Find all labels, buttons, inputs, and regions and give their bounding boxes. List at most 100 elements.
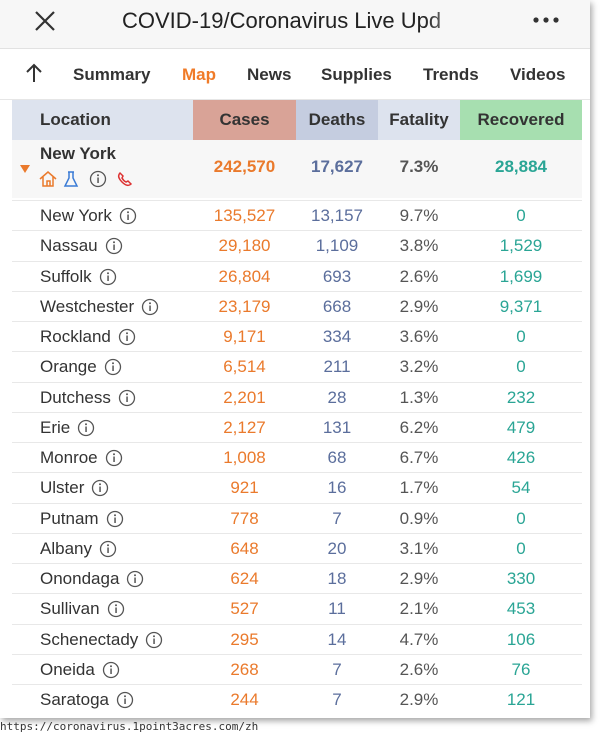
- county-name[interactable]: Schenectady: [40, 629, 139, 649]
- state-value: 242,570: [213, 157, 276, 176]
- info-icon[interactable]: [105, 237, 123, 255]
- county-value: 3.1%: [399, 538, 439, 558]
- county-value: 9.7%: [399, 206, 439, 225]
- county-value: 2.6%: [399, 659, 439, 679]
- row-separator: [12, 381, 582, 383]
- county-value: 28: [327, 387, 347, 407]
- back-top-button[interactable]: [24, 63, 44, 83]
- county-name[interactable]: Westchester: [40, 296, 135, 316]
- row-separator: [12, 351, 582, 353]
- county-value: 9,171: [223, 327, 266, 346]
- county-value: 668: [322, 296, 352, 316]
- info-icon[interactable]: [105, 449, 123, 467]
- county-name[interactable]: Dutchess: [40, 387, 111, 407]
- county-name[interactable]: New York: [40, 206, 112, 225]
- county-name[interactable]: Sullivan: [40, 599, 100, 619]
- tab[interactable]: News: [247, 65, 292, 84]
- county-value: 1,529: [499, 236, 543, 256]
- state-value: 7.3%: [399, 157, 439, 176]
- county-value: 2,127: [223, 417, 266, 437]
- county-value: 0: [516, 206, 526, 225]
- row-separator: [12, 563, 582, 564]
- county-value: 453: [506, 599, 536, 619]
- info-icon[interactable]: [99, 540, 117, 558]
- info-icon[interactable]: [77, 419, 95, 437]
- source-url: https://coronavirus.1point3acres.com/zh: [0, 720, 259, 733]
- county-name[interactable]: Oneida: [40, 659, 95, 679]
- county-value: 648: [230, 538, 259, 558]
- row-separator: [12, 442, 582, 443]
- tab[interactable]: Trends: [423, 65, 479, 84]
- tab[interactable]: Map: [182, 65, 216, 84]
- column-header: Recovered: [460, 100, 582, 140]
- info-icon[interactable]: [106, 510, 124, 528]
- county-value: 778: [230, 508, 259, 528]
- county-name[interactable]: Erie: [40, 417, 71, 437]
- county-value: 0.9%: [399, 508, 439, 528]
- row-separator: [12, 653, 582, 655]
- county-value: 211: [323, 357, 351, 377]
- county-name[interactable]: Suffolk: [40, 266, 92, 286]
- county-value: 1,699: [499, 266, 543, 286]
- county-value: 479: [506, 417, 536, 437]
- county-value: 2.1%: [399, 599, 439, 619]
- info-icon[interactable]: [104, 358, 122, 376]
- county-value: 131: [322, 417, 352, 437]
- info-icon[interactable]: [107, 600, 125, 618]
- column-header: Cases: [193, 100, 296, 140]
- info-icon[interactable]: [102, 661, 120, 679]
- county-value: 330: [506, 569, 536, 588]
- county-value: 14: [327, 629, 347, 649]
- row-separator: [12, 472, 582, 474]
- info-icon[interactable]: [141, 298, 159, 316]
- county-value: 7: [332, 659, 342, 679]
- county-value: 1,109: [315, 236, 359, 256]
- county-value: 426: [506, 448, 536, 467]
- tab[interactable]: Summary: [73, 65, 151, 84]
- info-icon[interactable]: [116, 691, 134, 709]
- expand-arrow[interactable]: [20, 160, 30, 173]
- county-value: 68: [327, 448, 347, 467]
- county-value: 3.8%: [399, 236, 439, 256]
- county-name[interactable]: Nassau: [40, 236, 98, 256]
- tab[interactable]: Videos: [510, 65, 566, 84]
- close-button[interactable]: [34, 10, 56, 32]
- county-name[interactable]: Monroe: [40, 448, 98, 467]
- info-icon[interactable]: [119, 207, 137, 225]
- county-name[interactable]: Onondaga: [40, 569, 120, 588]
- info-icon[interactable]: [126, 570, 144, 588]
- state-row[interactable]: [12, 140, 582, 198]
- more-button[interactable]: [532, 16, 562, 24]
- tab[interactable]: Supplies: [321, 65, 392, 84]
- county-value: 18: [327, 569, 347, 588]
- county-value: 29,180: [218, 236, 271, 256]
- county-value: 1.7%: [399, 478, 439, 498]
- county-name[interactable]: Albany: [40, 538, 92, 558]
- county-value: 295: [230, 629, 259, 649]
- county-value: 7: [332, 508, 342, 528]
- county-value: 121: [506, 690, 536, 709]
- info-icon[interactable]: [118, 389, 136, 407]
- county-value: 2.9%: [399, 569, 439, 588]
- info-icon[interactable]: [145, 631, 163, 649]
- county-value: 0: [516, 357, 526, 377]
- info-icon[interactable]: [118, 328, 136, 346]
- info-icon[interactable]: [99, 268, 117, 286]
- row-separator: [12, 200, 582, 201]
- county-name[interactable]: Orange: [40, 357, 97, 377]
- county-name[interactable]: Ulster: [40, 478, 85, 498]
- row-separator: [12, 532, 582, 534]
- county-name[interactable]: Putnam: [40, 508, 99, 528]
- row-separator: [12, 684, 582, 685]
- county-name[interactable]: Saratoga: [40, 690, 109, 709]
- row-separator: [12, 411, 582, 413]
- county-value: 4.7%: [399, 629, 439, 649]
- row-separator: [12, 260, 582, 262]
- state-value: 17,627: [311, 157, 363, 176]
- info-icon[interactable]: [91, 479, 109, 497]
- row-separator: [12, 321, 582, 322]
- screen: COVID-19/Coronavirus Live Upd Summary Map…: [0, 8, 590, 709]
- county-name[interactable]: Rockland: [40, 327, 111, 346]
- county-value: 232: [506, 387, 536, 407]
